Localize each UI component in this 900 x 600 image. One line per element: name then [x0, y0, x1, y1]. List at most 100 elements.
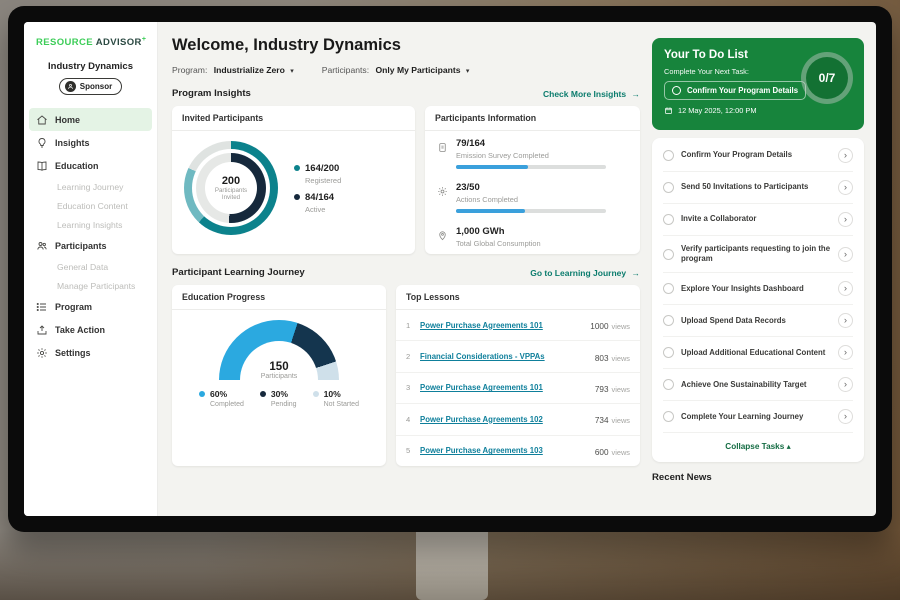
chevron-right-icon[interactable]: ›: [838, 180, 853, 195]
participants-filter[interactable]: Participants: Only My Participants ▾: [322, 65, 470, 75]
lesson-link[interactable]: Financial Considerations - VPPAs: [420, 352, 545, 362]
lesson-rank: 1: [406, 320, 411, 330]
clipboard-icon: [437, 140, 448, 152]
sidebar-item-learning-journey[interactable]: Learning Journey: [24, 177, 157, 196]
checkbox-icon[interactable]: [663, 150, 674, 161]
education-card-title: Education Progress: [172, 285, 386, 310]
lesson-link[interactable]: Power Purchase Agreements 101: [420, 320, 543, 330]
legend-registered: 164/200 Registered: [294, 163, 341, 185]
task-row[interactable]: Verify participants requesting to join t…: [663, 236, 853, 274]
sidebar-item-manage-participants[interactable]: Manage Participants: [24, 276, 157, 295]
task-row[interactable]: Upload Spend Data Records ›: [663, 305, 853, 338]
sidebar-item-label: Education Content: [57, 200, 128, 211]
sidebar-item-education[interactable]: Education: [24, 154, 157, 177]
pale-dot-icon: [312, 391, 319, 397]
sidebar-item-general-data[interactable]: General Data: [24, 257, 157, 276]
legend-value: 10%: [323, 389, 341, 399]
checkbox-icon[interactable]: [663, 283, 674, 295]
checkbox-icon[interactable]: [672, 86, 681, 96]
lightbulb-icon: [36, 137, 48, 149]
collapse-tasks-label: Collapse Tasks: [725, 442, 785, 452]
todo-next-task[interactable]: Confirm Your Program Details: [664, 81, 807, 101]
lesson-row: 1 Power Purchase Agreements 101 1000 view…: [396, 310, 640, 342]
chevron-right-icon[interactable]: ›: [838, 246, 853, 262]
checkbox-icon[interactable]: [663, 214, 674, 225]
sidebar-item-education-content[interactable]: Education Content: [24, 196, 157, 215]
actions-progress-bar: [455, 209, 606, 213]
sidebar-item-take-action[interactable]: Take Action: [24, 318, 157, 341]
people-icon: [36, 240, 48, 252]
program-filter[interactable]: Program: Industrialize Zero ▾: [172, 65, 294, 75]
collapse-tasks-link[interactable]: Collapse Tasks ▴: [663, 433, 853, 460]
checkbox-icon[interactable]: [663, 182, 674, 193]
task-row[interactable]: Achieve One Sustainability Target ›: [663, 369, 853, 402]
info-row-actions: 23/50 Actions Completed: [425, 175, 640, 219]
sidebar-item-settings[interactable]: Settings: [24, 341, 157, 364]
task-row[interactable]: Confirm Your Program Details ›: [663, 140, 853, 172]
checkbox-icon[interactable]: [663, 248, 674, 260]
task-row[interactable]: Explore Your Insights Dashboard ›: [663, 273, 853, 306]
action-upload-icon: [36, 324, 48, 336]
checkbox-icon[interactable]: [663, 347, 674, 359]
sidebar-item-insights[interactable]: Insights: [24, 131, 157, 154]
sponsor-badge-label: Sponsor: [79, 82, 113, 92]
lesson-rank: 2: [406, 352, 411, 362]
chevron-right-icon[interactable]: ›: [838, 212, 853, 227]
info-row-survey: 79/164 Emission Survey Completed: [425, 131, 640, 175]
insights-cards-row: Invited Participants 200 Participants In…: [172, 106, 640, 254]
task-label: Upload Additional Educational Content: [681, 347, 826, 357]
sidebar-item-participants[interactable]: Participants: [24, 234, 157, 257]
info-value: 23/50: [455, 182, 480, 193]
task-row[interactable]: Complete Your Learning Journey ›: [663, 401, 853, 434]
check-more-insights-link[interactable]: Check More Insights →: [543, 89, 640, 99]
sidebar-item-label: Take Action: [55, 324, 106, 335]
todo-due-text: 12 May 2025, 12:00 PM: [678, 106, 757, 116]
location-pin-icon: [437, 228, 448, 241]
checkbox-icon[interactable]: [663, 315, 674, 327]
chevron-right-icon[interactable]: ›: [838, 345, 853, 361]
legend-pending: 30% Pending: [259, 389, 297, 408]
sidebar-item-program[interactable]: Program: [24, 295, 157, 318]
gauge-center-value: 150: [269, 361, 289, 373]
chevron-down-icon: ▾: [290, 68, 294, 75]
checkbox-icon[interactable]: [663, 379, 674, 391]
info-row-consumption: 1,000 GWh Total Global Consumption: [425, 219, 640, 254]
lesson-link[interactable]: Power Purchase Agreements 103: [420, 446, 543, 456]
task-row[interactable]: Invite a Collaborator ›: [663, 204, 853, 236]
task-row[interactable]: Upload Additional Educational Content ›: [663, 337, 853, 370]
lesson-link[interactable]: Power Purchase Agreements 102: [420, 414, 543, 424]
sidebar-item-home[interactable]: Home: [29, 108, 152, 132]
monitor-bezel: RESOURCE ADVISOR+ Industry Dynamics Spon…: [8, 6, 892, 532]
lesson-views-unit: views: [611, 353, 630, 363]
lesson-views: 793: [594, 384, 609, 394]
donut-center-label: Participants Invited: [214, 186, 248, 201]
chevron-right-icon[interactable]: ›: [838, 409, 853, 425]
sponsor-badge[interactable]: Sponsor: [58, 78, 123, 96]
task-label: Complete Your Learning Journey: [681, 411, 804, 421]
lesson-views-unit: views: [611, 447, 630, 457]
chevron-right-icon[interactable]: ›: [838, 377, 853, 393]
task-label: Explore Your Insights Dashboard: [681, 283, 804, 293]
app-logo: RESOURCE ADVISOR+: [24, 34, 157, 48]
checkbox-icon[interactable]: [663, 411, 674, 423]
lesson-link[interactable]: Power Purchase Agreements 101: [420, 383, 543, 393]
legend-label: Registered: [305, 175, 342, 185]
chevron-right-icon[interactable]: ›: [838, 313, 853, 329]
gear-icon: [36, 347, 48, 359]
caret-up-icon: ▴: [786, 442, 791, 452]
sidebar-item-label: Insights: [55, 137, 90, 148]
sidebar-item-learning-insights[interactable]: Learning Insights: [24, 215, 157, 234]
lesson-row: 3 Power Purchase Agreements 101 793 views: [396, 373, 640, 405]
task-row[interactable]: Send 50 Invitations to Participants ›: [663, 172, 853, 204]
go-to-learning-journey-link[interactable]: Go to Learning Journey →: [530, 268, 640, 278]
book-icon: [36, 160, 48, 172]
chevron-right-icon[interactable]: ›: [838, 148, 853, 163]
chevron-right-icon[interactable]: ›: [838, 281, 853, 297]
recent-news-title: Recent News: [652, 472, 712, 484]
donut-center-value: 200: [221, 174, 241, 187]
program-filter-label: Program:: [172, 65, 208, 75]
sidebar-nav: Home Insights Education Learning Journey: [24, 108, 157, 364]
legend-label: Completed: [210, 401, 244, 408]
info-label: Total Global Consumption: [455, 239, 541, 248]
go-to-learning-journey-label: Go to Learning Journey: [530, 267, 627, 278]
